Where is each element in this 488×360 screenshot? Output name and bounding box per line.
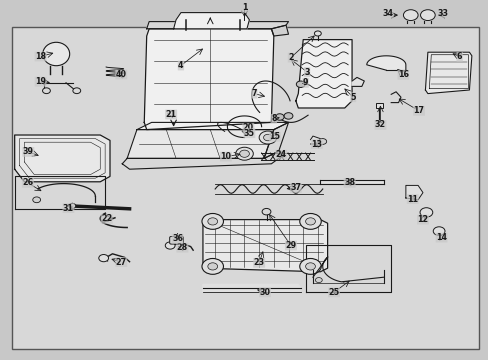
- Polygon shape: [203, 220, 327, 272]
- Text: 14: 14: [435, 233, 446, 242]
- Circle shape: [305, 218, 315, 225]
- Circle shape: [314, 31, 321, 36]
- Circle shape: [262, 208, 270, 215]
- Text: 10: 10: [220, 152, 231, 161]
- Circle shape: [419, 208, 432, 217]
- Polygon shape: [425, 52, 471, 94]
- Text: 26: 26: [22, 179, 33, 188]
- Circle shape: [235, 147, 253, 160]
- Circle shape: [207, 263, 217, 270]
- Polygon shape: [366, 56, 405, 70]
- FancyBboxPatch shape: [12, 27, 478, 349]
- Polygon shape: [146, 22, 288, 29]
- FancyBboxPatch shape: [169, 237, 183, 244]
- Text: 3: 3: [304, 68, 309, 77]
- Polygon shape: [264, 122, 288, 158]
- Text: 16: 16: [397, 71, 408, 80]
- Ellipse shape: [403, 10, 417, 21]
- Text: 1: 1: [241, 4, 247, 13]
- Text: 30: 30: [259, 288, 270, 297]
- Text: 33: 33: [436, 9, 447, 18]
- Text: 15: 15: [269, 132, 280, 141]
- Circle shape: [305, 263, 315, 270]
- Circle shape: [42, 88, 50, 94]
- Circle shape: [239, 150, 249, 157]
- Text: 21: 21: [165, 110, 176, 119]
- Ellipse shape: [420, 10, 434, 21]
- Polygon shape: [127, 130, 273, 158]
- Text: 23: 23: [253, 258, 264, 267]
- Text: 19: 19: [35, 77, 46, 86]
- Text: 17: 17: [413, 107, 424, 116]
- Text: 39: 39: [23, 148, 34, 157]
- Text: 8: 8: [270, 114, 276, 123]
- Polygon shape: [405, 185, 422, 200]
- Text: 20: 20: [243, 123, 253, 132]
- Text: 13: 13: [311, 140, 322, 149]
- Polygon shape: [351, 77, 364, 86]
- Circle shape: [33, 197, 41, 203]
- Polygon shape: [295, 40, 351, 108]
- Text: 24: 24: [275, 150, 286, 159]
- Text: 6: 6: [456, 53, 462, 62]
- Text: 31: 31: [63, 204, 74, 212]
- Text: 9: 9: [302, 78, 308, 87]
- Polygon shape: [122, 151, 283, 169]
- Text: 12: 12: [417, 215, 427, 224]
- Text: 11: 11: [407, 194, 417, 204]
- Text: 18: 18: [35, 52, 46, 61]
- Polygon shape: [15, 135, 110, 182]
- Text: 7: 7: [251, 89, 257, 98]
- Polygon shape: [320, 180, 383, 184]
- Text: 27: 27: [116, 258, 126, 266]
- Circle shape: [69, 203, 76, 208]
- Text: 2: 2: [287, 53, 293, 62]
- Ellipse shape: [43, 42, 70, 66]
- Text: 5: 5: [349, 93, 355, 102]
- Circle shape: [202, 258, 223, 274]
- Polygon shape: [137, 122, 288, 130]
- Circle shape: [202, 213, 223, 229]
- Text: 28: 28: [176, 243, 188, 252]
- Text: 40: 40: [116, 70, 126, 79]
- Text: 38: 38: [344, 179, 354, 188]
- Circle shape: [296, 81, 305, 87]
- Text: 29: 29: [285, 241, 296, 250]
- Polygon shape: [310, 136, 320, 144]
- Circle shape: [318, 139, 326, 144]
- Text: 35: 35: [244, 129, 254, 138]
- Circle shape: [275, 114, 284, 120]
- Circle shape: [263, 134, 272, 141]
- Circle shape: [259, 131, 276, 144]
- Circle shape: [284, 113, 292, 119]
- Text: 37: 37: [290, 184, 301, 193]
- Text: 34: 34: [382, 9, 392, 18]
- Circle shape: [207, 218, 217, 225]
- Text: 22: 22: [101, 215, 112, 223]
- Circle shape: [315, 278, 322, 283]
- Text: 4: 4: [178, 61, 183, 70]
- Text: 25: 25: [328, 288, 339, 297]
- Circle shape: [299, 258, 321, 274]
- Polygon shape: [203, 284, 300, 292]
- Circle shape: [99, 255, 108, 262]
- Text: 32: 32: [374, 120, 385, 130]
- Polygon shape: [271, 25, 288, 36]
- Polygon shape: [390, 92, 400, 103]
- Circle shape: [165, 242, 175, 249]
- FancyBboxPatch shape: [375, 103, 382, 108]
- Circle shape: [73, 88, 81, 94]
- Circle shape: [299, 213, 321, 229]
- Polygon shape: [173, 13, 249, 29]
- Text: 36: 36: [172, 234, 183, 243]
- Circle shape: [432, 227, 444, 235]
- Polygon shape: [144, 29, 273, 130]
